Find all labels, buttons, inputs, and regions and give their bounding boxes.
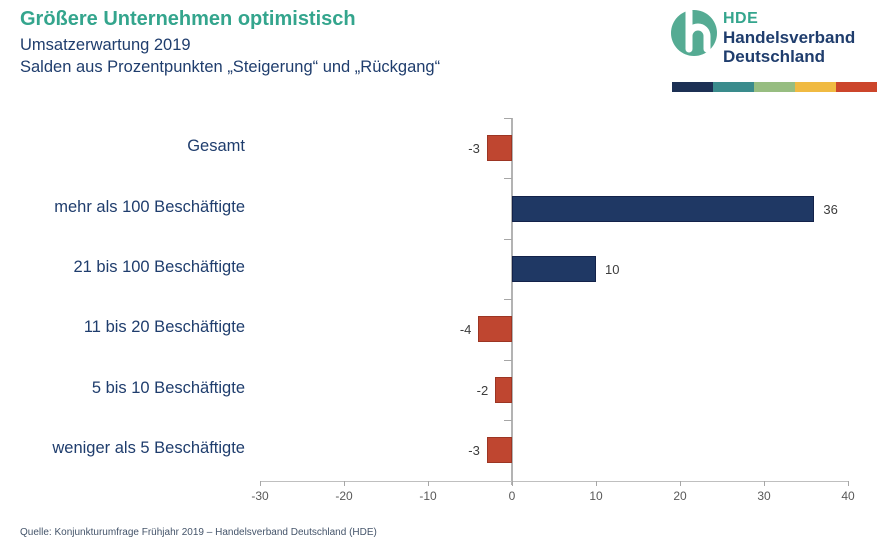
value-label: -2: [476, 382, 489, 398]
value-label: -3: [468, 141, 480, 157]
subtitle-year: Umsatzerwartung 2019: [20, 36, 191, 54]
stripe-segment-0: [672, 82, 713, 92]
bar-negative: [486, 135, 512, 162]
value-label: 36: [823, 201, 838, 217]
bar-negative: [478, 316, 512, 343]
logo-name-line2: Deutschland: [723, 47, 826, 66]
x-axis-tick: [428, 481, 429, 486]
bar-negative: [495, 376, 512, 403]
bar-negative: [486, 437, 512, 464]
logo-name-line1: Handelsverband: [723, 28, 856, 47]
logo-acronym: HDE: [723, 10, 759, 27]
bar-positive: [512, 195, 815, 222]
category-label: mehr als 100 Beschäftigte: [54, 197, 245, 216]
stripe-segment-4: [836, 82, 877, 92]
row-boundary-tick: [504, 178, 512, 180]
page-title: Größere Unternehmen optimistisch: [20, 8, 356, 30]
stripe-segment-2: [754, 82, 795, 92]
zero-axis-line: [511, 118, 513, 485]
x-axis-tick: [344, 481, 345, 486]
x-axis-tick: [512, 481, 513, 486]
x-axis-tick: [596, 481, 597, 486]
x-axis-tick: [260, 481, 261, 486]
category-label: weniger als 5 Beschäftigte: [52, 439, 245, 458]
stripe-segment-1: [713, 82, 754, 92]
value-label: -4: [459, 322, 472, 338]
row-boundary-tick: [504, 420, 512, 421]
brand-color-stripe: [672, 82, 877, 92]
value-label: -3: [468, 443, 480, 459]
hde-logo-icon: [670, 7, 718, 63]
row-boundary-tick: [504, 359, 512, 361]
x-axis-tick-label: 0: [508, 489, 516, 503]
source-note: Quelle: Konjunkturumfrage Frühjahr 2019 …: [20, 527, 377, 538]
x-axis-tick: [680, 481, 681, 486]
category-label: 5 bis 10 Beschäftigte: [91, 378, 245, 397]
category-label: 11 bis 20 Beschäftigte: [83, 318, 245, 337]
subtitle-description: Salden aus Prozentpunkten „Steigerung“ u…: [20, 58, 441, 76]
category-label: 21 bis 100 Beschäftigte: [73, 258, 245, 276]
x-axis-tick: [848, 481, 849, 486]
x-axis-tick: [764, 481, 765, 486]
category-label: Gesamt: [187, 137, 245, 156]
x-axis-tick-label: 40: [841, 489, 855, 503]
x-axis-tick-label: -30: [251, 489, 269, 503]
stripe-segment-3: [795, 82, 836, 92]
x-axis-tick-label: 30: [757, 489, 771, 503]
x-axis-line: [260, 481, 849, 482]
x-axis-tick-label: 20: [673, 489, 687, 503]
x-axis-tick-label: 10: [589, 489, 603, 503]
value-label: 10: [605, 262, 620, 277]
bar-positive: [512, 256, 596, 282]
x-axis-tick-label: -10: [419, 489, 437, 503]
row-boundary-tick: [504, 299, 512, 301]
x-axis-tick-label: -20: [335, 489, 353, 503]
row-boundary-tick: [504, 238, 512, 240]
row-boundary-tick: [504, 118, 512, 119]
